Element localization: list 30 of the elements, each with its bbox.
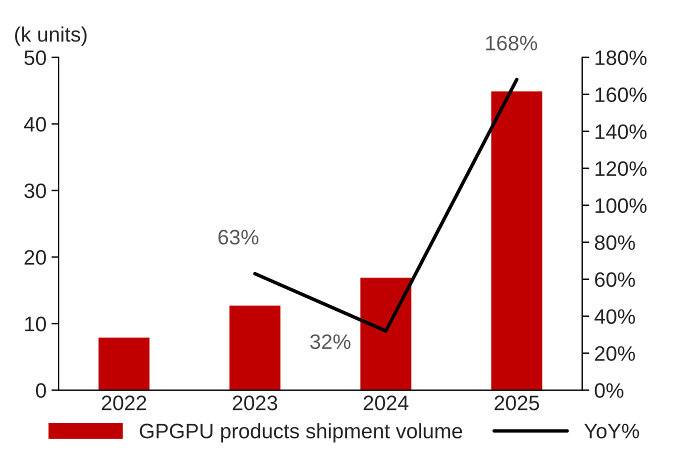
x-tick-label: 2025 [494, 396, 540, 410]
bar [97, 336, 151, 390]
bar [490, 90, 544, 390]
y2-tick-label: 60% [595, 272, 635, 287]
legend-label: YoY% [584, 424, 640, 438]
y2-tick-label: 0% [594, 383, 624, 398]
y2-tick-label: 140% [596, 124, 647, 140]
y-tick-label: 40 [24, 116, 46, 132]
y-tick-label: 10 [25, 316, 46, 332]
y2-tick-label: 80% [594, 235, 635, 250]
data-label: 32% [310, 334, 350, 350]
bar [228, 304, 282, 390]
y2-tick-label: 100% [596, 198, 647, 214]
y-tick-label: 0 [36, 383, 46, 398]
data-label: 63% [218, 230, 258, 245]
y2-tick-label: 160% [596, 87, 647, 102]
y2-tick-label: 40% [594, 309, 635, 324]
y-tick-label: 30 [24, 183, 46, 198]
y-tick-label: 50 [24, 50, 46, 66]
y2-tick-label: 120% [596, 161, 647, 176]
y-axis-title: (k units) [15, 26, 87, 46]
y-tick-label: 20 [24, 250, 46, 265]
x-tick-label: 2023 [232, 396, 278, 410]
legend-label: GPGPU products shipment volume [140, 423, 462, 443]
x-tick-label: 2022 [102, 396, 146, 410]
x-tick-label: 2024 [364, 396, 408, 410]
data-label: 168% [486, 36, 538, 50]
y2-tick-label: 180% [596, 50, 647, 66]
y2-tick-label: 20% [595, 346, 635, 361]
bar [358, 276, 413, 390]
